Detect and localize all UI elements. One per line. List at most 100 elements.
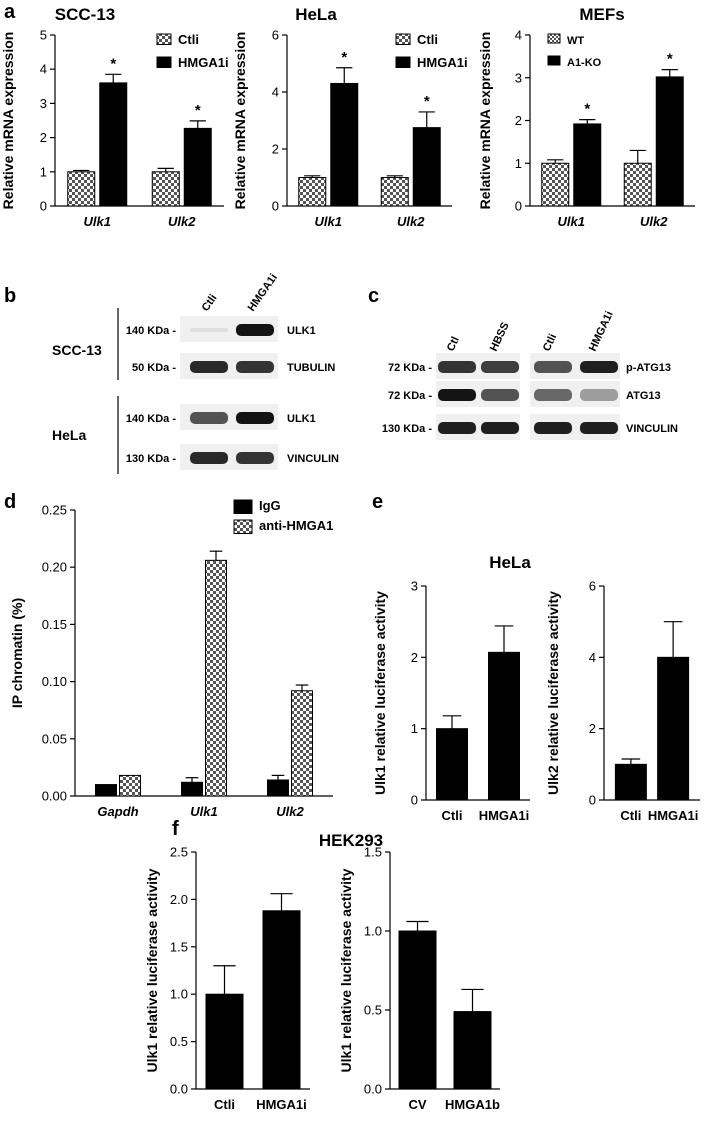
x-tick-label: Ulk1: [558, 214, 585, 229]
protein-label: VINCULIN: [287, 453, 339, 465]
bar: [488, 651, 520, 801]
group-label: SCC-13: [52, 342, 102, 358]
y-tick-label: 1.5: [170, 939, 188, 954]
kda-label: 72 KDa -: [388, 390, 432, 402]
protein-label: p-ATG13: [626, 362, 671, 374]
kda-label: 130 KDa -: [126, 453, 176, 465]
x-tick-label: CV: [408, 1097, 426, 1112]
x-tick-label: Ulk2: [168, 214, 196, 229]
legend: Ctli HMGA1i: [156, 32, 229, 70]
chart-title: MEFs: [579, 5, 624, 24]
legend: Ctli HMGA1i: [395, 32, 468, 70]
blot-panel-c: Ctl HBSS Ctli HMGA1i 72 KDa - p-ATG13 72 KDa -…: [382, 309, 678, 440]
y-tick-label: 2: [411, 650, 418, 665]
bar: [436, 728, 468, 801]
x-tick-label: Ulk1: [315, 214, 342, 229]
y-tick-label: 6: [272, 28, 279, 43]
blot-band: [481, 422, 519, 434]
x-tick-label: Ulk2: [397, 214, 425, 229]
blot-band: [438, 389, 476, 401]
x-tick-label: Ulk1: [190, 804, 217, 819]
y-tick-label: 5: [40, 28, 47, 43]
chart-f2: 0.0 0.5 1.0 1.5 Ulk1 relative luciferase act…: [338, 845, 500, 1113]
faint-band: [190, 328, 228, 332]
panel-letter-f: f: [172, 818, 179, 840]
blot-band: [190, 452, 228, 464]
y-tick-label: 1: [411, 721, 418, 736]
bar: [262, 910, 301, 1090]
y-axis-label: Relative mRNA expression: [0, 32, 16, 210]
protein-label: ATG13: [626, 390, 661, 402]
chart-d: 0.00 0.05 0.10 0.15 0.20 0.25 IP chromatin (%)…: [9, 498, 333, 819]
protein-label: TUBULIN: [287, 362, 335, 374]
blot-band: [580, 361, 618, 373]
y-tick-label: 0.5: [170, 1034, 188, 1049]
legend-label: A1-KO: [567, 57, 602, 69]
bar: [573, 123, 602, 207]
lane-label: HMGA1i: [587, 309, 616, 353]
panel-e-title: HeLa: [489, 553, 531, 572]
x-tick-label: Ulk2: [640, 214, 668, 229]
y-tick-label: 0: [515, 199, 522, 214]
panel-letter-b: b: [4, 285, 16, 307]
y-axis-label: Ulk1 relative luciferase activity: [144, 868, 160, 1072]
bar: [398, 930, 437, 1090]
panel-f-title: HEK293: [319, 831, 383, 850]
legend-swatch: [233, 499, 253, 514]
significance-marker: *: [584, 101, 590, 118]
y-tick-label: 0.25: [42, 503, 67, 518]
bar: [657, 656, 690, 801]
legend-swatch: [395, 56, 411, 68]
lane-label: Ctl: [445, 335, 462, 353]
y-axis-label: Ulk2 relative luciferase activity: [545, 591, 561, 795]
x-tick-label: Ulk2: [276, 804, 304, 819]
bar: [99, 82, 128, 207]
y-tick-label: 0.15: [42, 617, 67, 632]
y-tick-label: 4: [272, 85, 279, 100]
blot-band: [236, 361, 274, 373]
chart-e1: 0 1 2 3 Ulk1 relative luciferase activity Ctl…: [372, 579, 530, 823]
significance-marker: *: [341, 49, 347, 66]
legend-label: HMGA1i: [178, 55, 229, 70]
legend-swatch: [156, 56, 172, 68]
bar: [205, 993, 244, 1090]
legend-swatch: [156, 33, 172, 45]
legend-swatch: [395, 33, 411, 45]
kda-label: 140 KDa -: [126, 413, 176, 425]
y-tick-label: 3: [40, 96, 47, 111]
blot-band: [481, 389, 519, 401]
y-tick-label: 2: [272, 142, 279, 157]
y-tick-label: 2: [589, 721, 596, 736]
y-tick-label: 6: [589, 579, 596, 594]
y-tick-label: 0: [40, 199, 47, 214]
blot-band: [534, 389, 572, 401]
chart-a3: 0 1 2 3 4 Relative mRNA expression MEFs Ulk1 * Ul…: [477, 5, 695, 229]
y-tick-label: 0.0: [170, 1082, 188, 1097]
y-tick-label: 4: [515, 28, 522, 43]
blot-band: [580, 422, 618, 434]
y-tick-label: 0: [272, 199, 279, 214]
lane-label: Ctli: [541, 332, 559, 353]
bar: [380, 177, 409, 207]
group-label: HeLa: [52, 427, 86, 443]
blot-band: [534, 422, 572, 434]
legend-swatch: [547, 33, 561, 44]
y-tick-label: 0: [411, 793, 418, 808]
x-tick-label: Ctli: [620, 808, 641, 823]
bar: [291, 690, 313, 797]
y-tick-label: 0.00: [42, 789, 67, 804]
kda-label: 72 KDa -: [388, 362, 432, 374]
significance-marker: *: [424, 93, 430, 110]
legend: IgG anti-HMGA1: [233, 498, 333, 534]
blot-band: [534, 361, 572, 373]
bar: [655, 76, 684, 207]
bar: [267, 779, 289, 797]
legend-label: Ctli: [178, 32, 199, 47]
chart-a2: 0 2 4 6 Relative mRNA expression HeLa Ulk1 * Ulk…: [232, 5, 468, 229]
chart-f1: 0.0 0.5 1.0 1.5 2.0 2.5 Ulk1 relative lucifera…: [144, 845, 310, 1112]
y-tick-label: 4: [589, 650, 596, 665]
significance-marker: *: [195, 102, 201, 119]
panel-letter-e: e: [372, 491, 383, 513]
y-axis-label: Ulk1 relative luciferase activity: [372, 591, 388, 795]
